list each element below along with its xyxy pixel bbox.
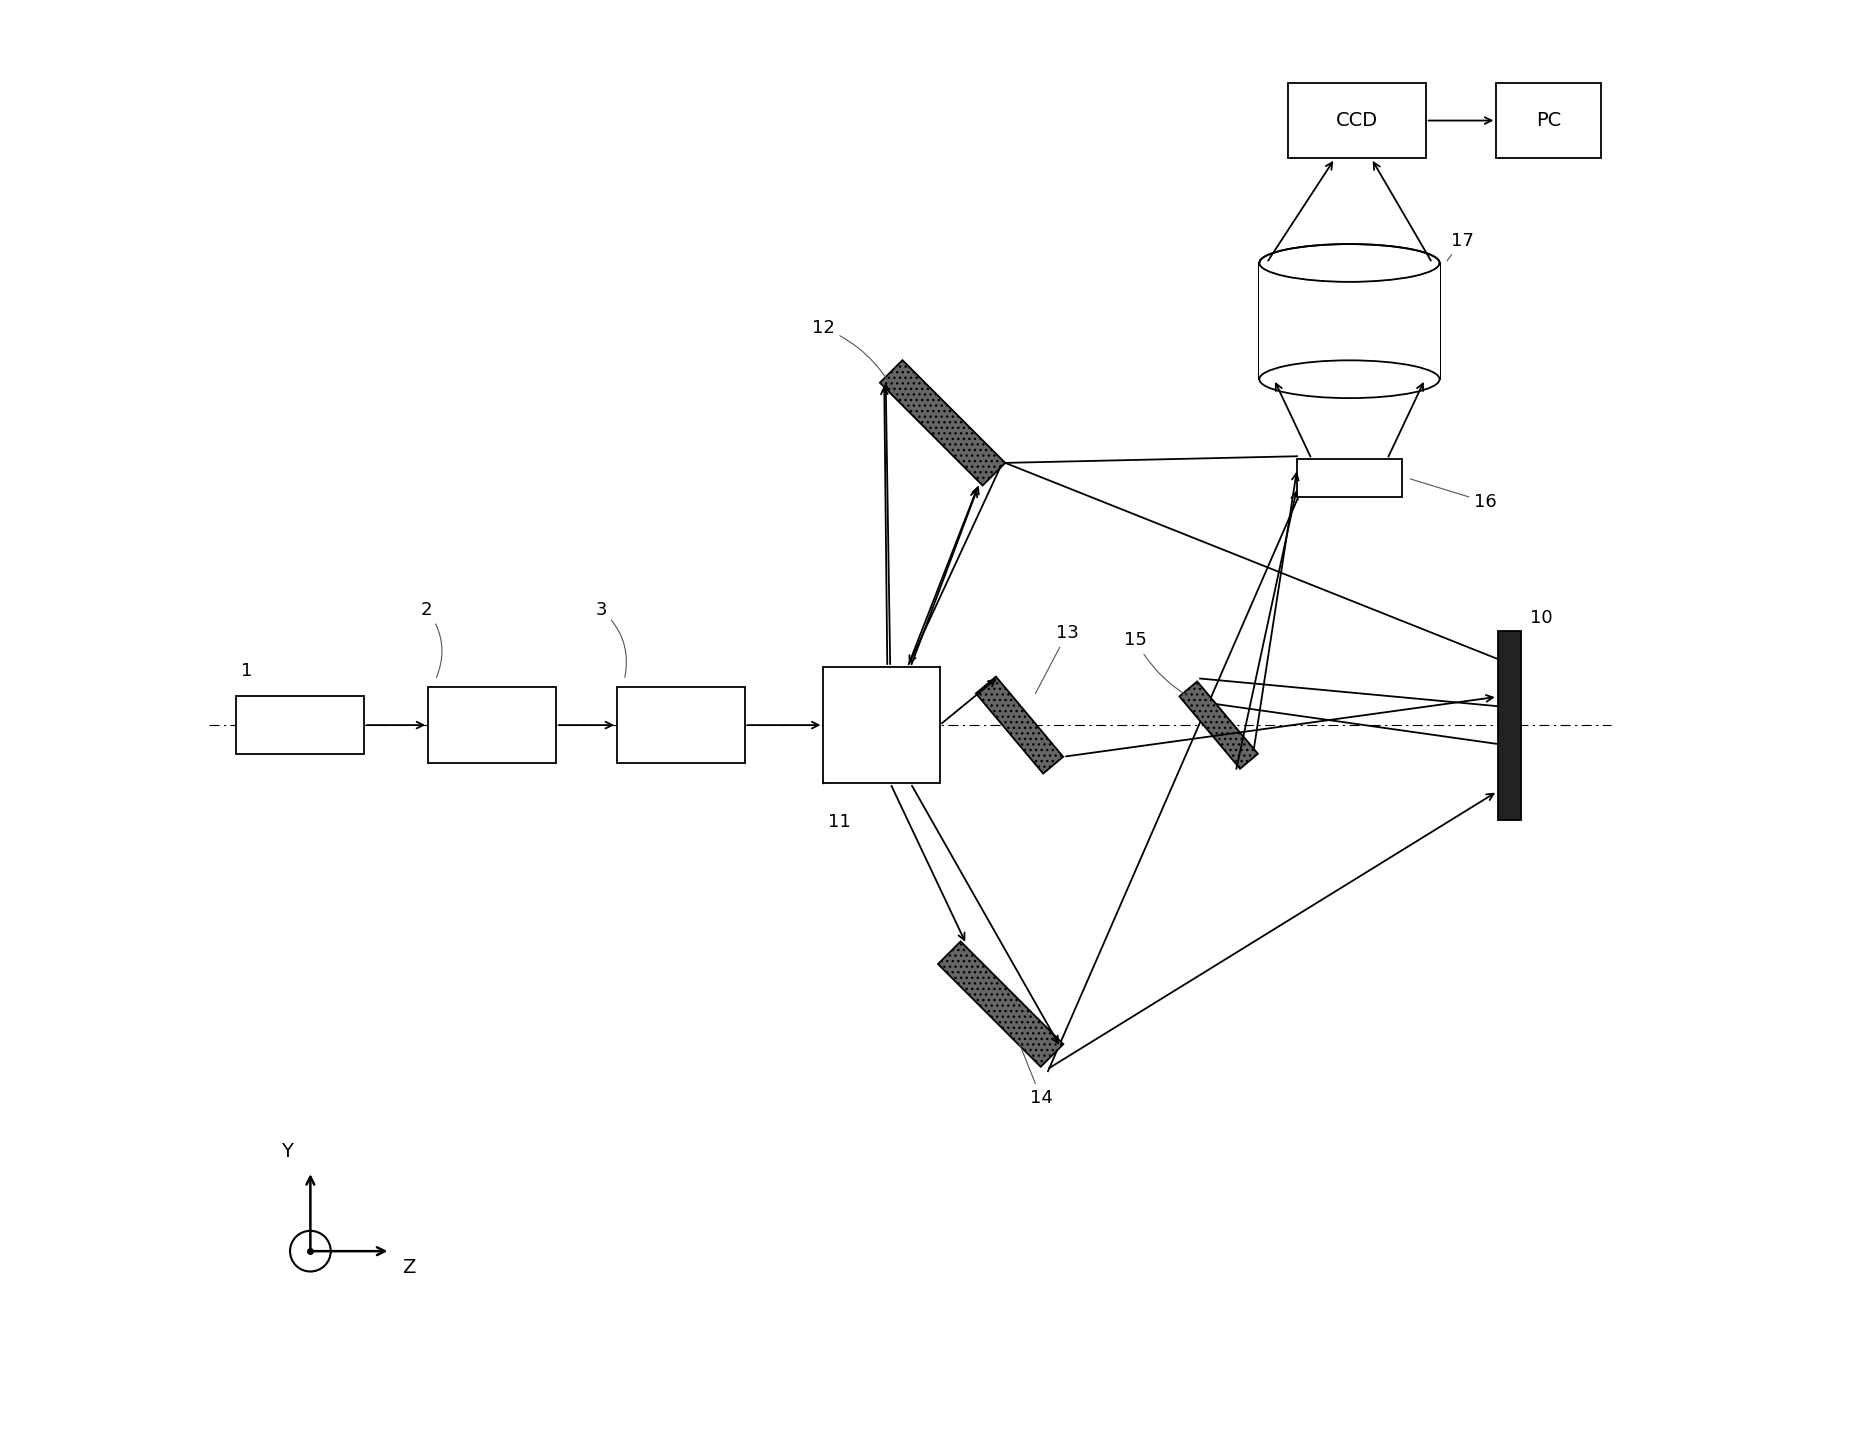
Polygon shape [937,942,1063,1067]
Text: 13: 13 [1035,625,1078,693]
Text: Y: Y [282,1142,293,1160]
Text: 14: 14 [1018,1042,1052,1107]
FancyBboxPatch shape [236,696,364,754]
FancyBboxPatch shape [429,687,556,763]
Circle shape [289,1230,330,1271]
Ellipse shape [1260,360,1439,397]
FancyBboxPatch shape [1287,83,1425,159]
Text: 15: 15 [1124,630,1189,697]
FancyBboxPatch shape [616,687,744,763]
Text: 10: 10 [1529,610,1551,628]
Text: 2: 2 [421,601,441,677]
Text: 12: 12 [811,319,898,399]
FancyBboxPatch shape [1495,83,1601,159]
Polygon shape [1178,681,1258,769]
Ellipse shape [1260,245,1439,282]
Polygon shape [1497,630,1519,820]
Text: PC: PC [1536,111,1560,130]
Polygon shape [879,360,1005,485]
Text: 16: 16 [1410,479,1497,511]
Text: 11: 11 [827,812,850,831]
Polygon shape [824,667,939,783]
Text: 1: 1 [241,661,252,680]
FancyBboxPatch shape [1260,264,1439,379]
Polygon shape [976,677,1063,773]
FancyBboxPatch shape [1297,459,1401,496]
Text: Z: Z [403,1258,416,1277]
Text: CCD: CCD [1336,111,1376,130]
Text: 17: 17 [1447,232,1473,261]
Text: 3: 3 [595,601,625,677]
